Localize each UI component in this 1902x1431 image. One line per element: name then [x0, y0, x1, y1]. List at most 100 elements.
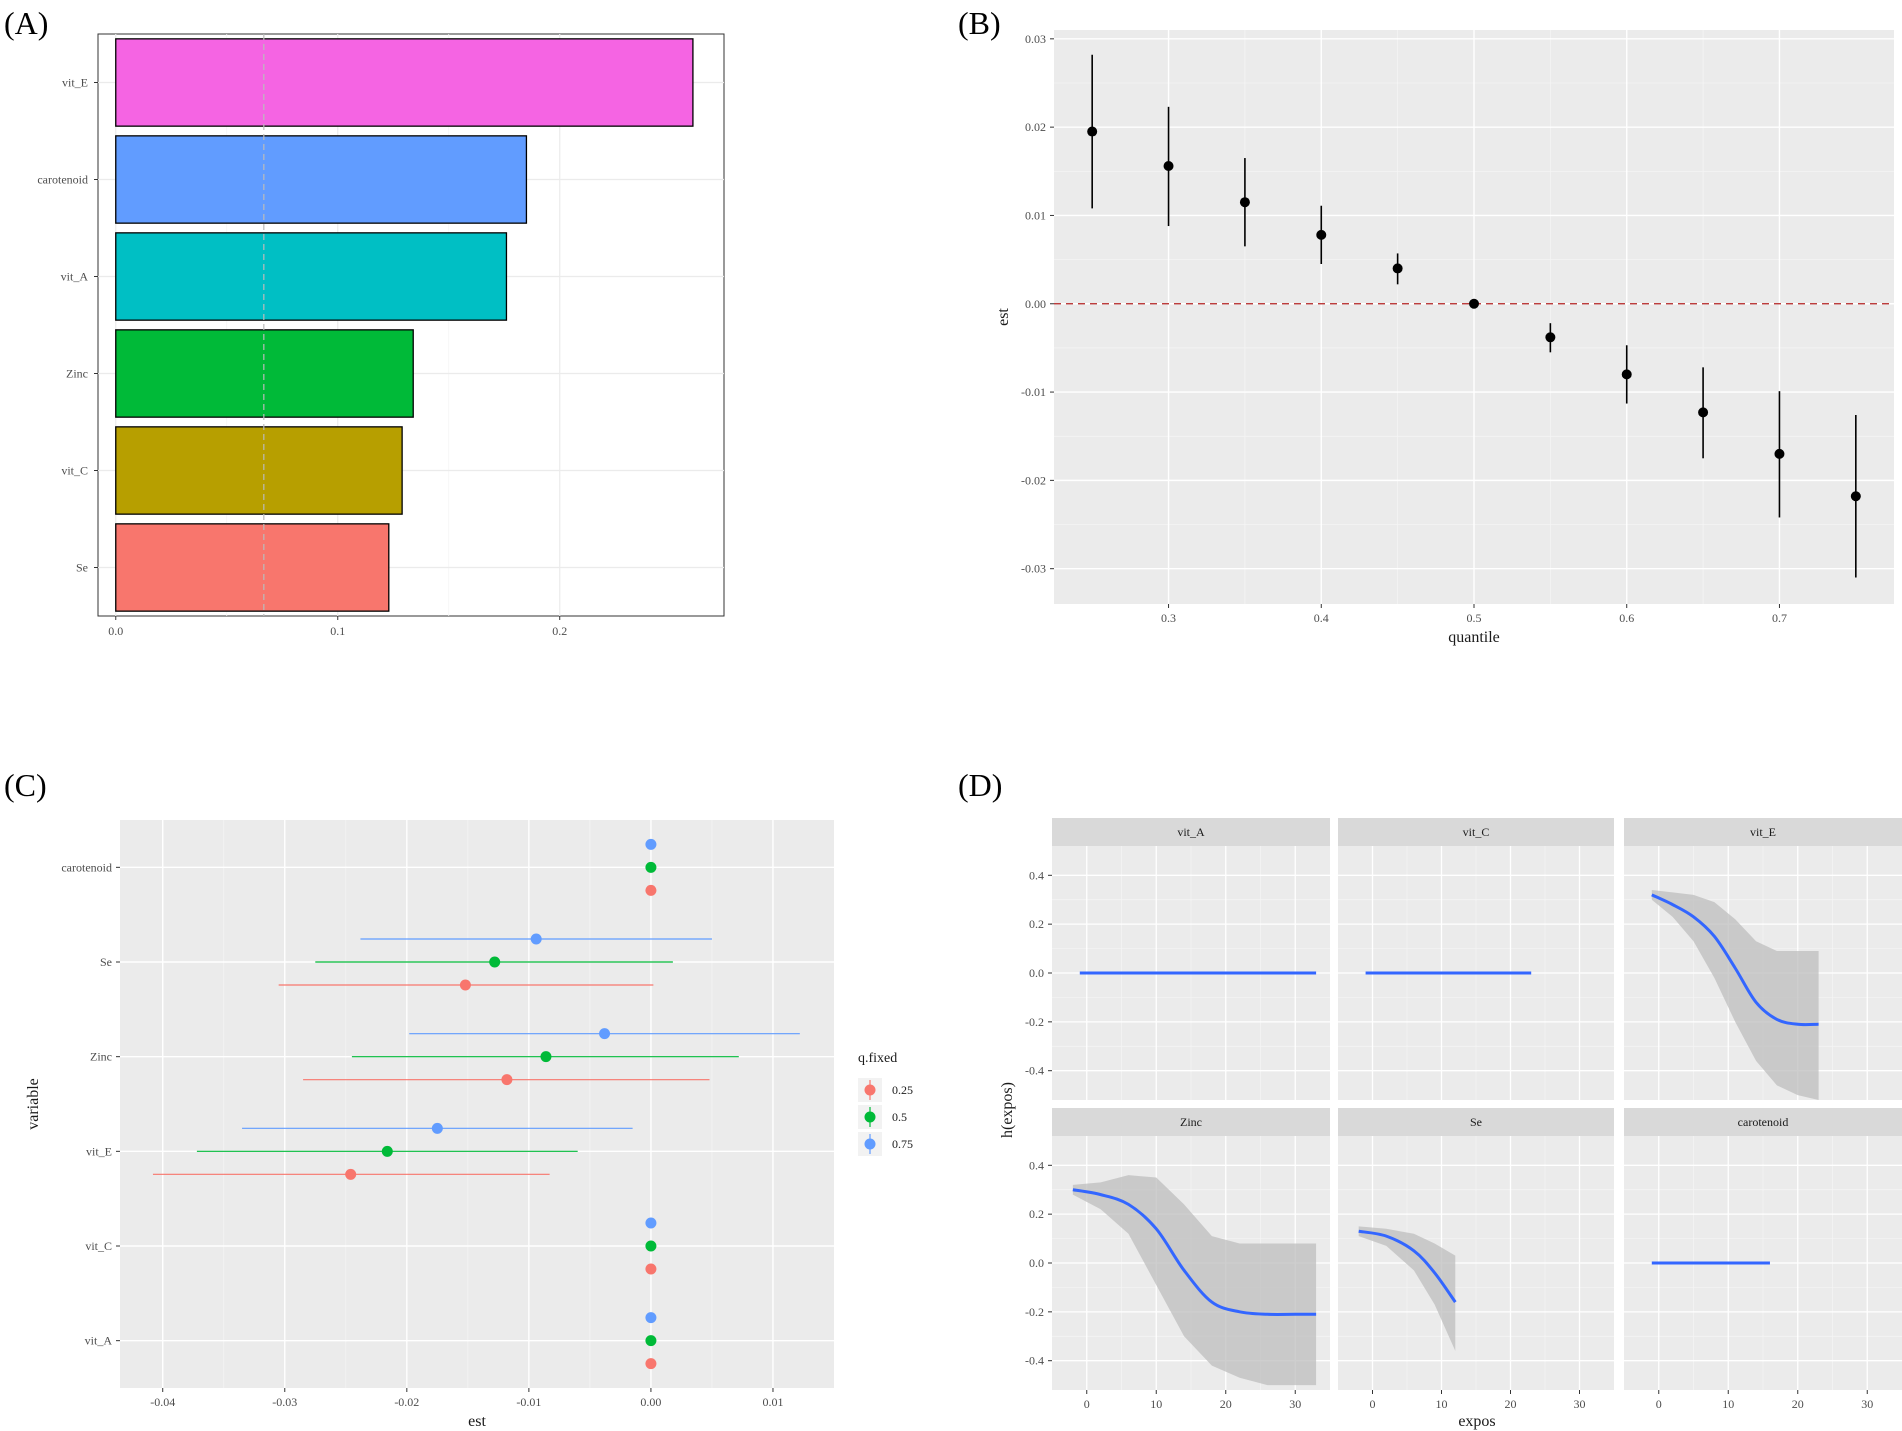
panel-c-point — [501, 1074, 513, 1086]
panel-b-y-tick-label: -0.03 — [1021, 562, 1046, 576]
facet-x-tick-label: 0 — [1370, 1397, 1376, 1411]
panel-a-x-tick-label: 0.1 — [330, 624, 345, 638]
panel-b-point — [1087, 126, 1098, 137]
panel-b-x-tick-label: 0.5 — [1467, 611, 1482, 625]
panel-c-x-tick-label: 0.01 — [762, 1395, 783, 1409]
panel-c-point — [540, 1051, 552, 1063]
bar-Zinc — [115, 329, 414, 418]
panel-c-x-tick-label: -0.01 — [516, 1395, 541, 1409]
facet-x-tick-label: 20 — [1220, 1397, 1232, 1411]
facet-strip — [1338, 1108, 1614, 1136]
facet-y-tick-label: 0.0 — [1029, 966, 1044, 980]
panel-b-y-tick-label: 0.03 — [1025, 32, 1046, 46]
facet-y-tick-label: -0.2 — [1025, 1015, 1044, 1029]
panel-b-point — [1774, 448, 1785, 459]
facet-fit-line — [1072, 1188, 1317, 1316]
panel-c-category-label: vit_A — [85, 1334, 113, 1348]
panel-d-y-axis-title: h(expos) — [999, 1082, 1016, 1138]
panel-b-point — [1239, 197, 1250, 208]
panel-c-legend-label: 0.25 — [892, 1083, 913, 1097]
panel-c-point — [345, 1168, 357, 1180]
panel-a-background — [97, 33, 725, 617]
panel-b-point — [1316, 229, 1327, 240]
panel-c-y-axis-title: variable — [25, 1078, 42, 1130]
facet-x-tick-label: 20 — [1792, 1397, 1804, 1411]
panel-label-c: (C) — [4, 767, 47, 803]
facet-confidence-ribbon — [1651, 889, 1819, 1100]
panel-c-point — [645, 884, 657, 896]
panel-c-forest-plot: -0.04 -0.03 -0.02 -0.01 0.00 0.01 carotenoid Se… — [25, 820, 913, 1430]
panel-b-quantile-plot: -0.03 -0.02 -0.01 0.00 0.01 0.02 0.03 0.3 0.4 0.5… — [995, 30, 1894, 646]
panel-b-x-tick-label: 0.7 — [1772, 611, 1787, 625]
facet-y-tick-label: 0.4 — [1029, 868, 1044, 882]
facet-x-tick-label: 20 — [1505, 1397, 1517, 1411]
panel-c-background — [120, 820, 834, 1388]
panel-a-category-label: vit_C — [61, 464, 88, 478]
panel-b-y-tick-label: 0.01 — [1025, 208, 1046, 222]
panel-c-category-label: Se — [100, 955, 112, 969]
panel-label-a: (A) — [4, 5, 48, 41]
panel-c-x-tick-label: -0.02 — [394, 1395, 419, 1409]
facet-strip — [1624, 818, 1902, 846]
facet-fit-line — [1651, 893, 1819, 1027]
facet-y-tick-label: 0.2 — [1029, 917, 1044, 931]
panel-b-x-tick-label: 0.4 — [1314, 611, 1329, 625]
panel-b-point — [1469, 298, 1479, 309]
panel-c-legend-point — [864, 1111, 876, 1123]
facet-x-tick-label: 10 — [1722, 1397, 1734, 1411]
facet-x-tick-label: 10 — [1436, 1397, 1448, 1411]
panel-c-point — [645, 861, 657, 873]
panel-b-point — [1545, 332, 1556, 343]
panel-c-x-tick-label: 0.00 — [640, 1395, 661, 1409]
panel-b-y-tick-label: 0.00 — [1025, 297, 1046, 311]
panel-label-b: (B) — [958, 5, 1001, 41]
facet-strip — [1624, 1108, 1902, 1136]
facet-strip-label: vit_A — [1177, 825, 1205, 839]
panel-b-x-tick-label: 0.6 — [1619, 611, 1634, 625]
panel-b-x-axis-title: quantile — [1448, 629, 1500, 646]
panel-c-legend-label: 0.75 — [892, 1137, 913, 1151]
bar-carotenoid — [115, 135, 528, 224]
panel-b-point — [1850, 491, 1861, 502]
facet-strip-label: vit_E — [1750, 825, 1776, 839]
panel-c-x-tick-label: -0.03 — [272, 1395, 297, 1409]
panel-c-point — [489, 956, 501, 968]
panel-c-legend-title: q.fixed — [858, 1051, 897, 1066]
facet-y-tick-label: -0.4 — [1025, 1354, 1044, 1368]
panel-c-legend-point — [864, 1084, 876, 1096]
facet-strip-label: carotenoid — [1738, 1115, 1789, 1129]
facet-strip-label: vit_C — [1463, 825, 1490, 839]
panel-c-point — [431, 1122, 443, 1134]
facet-confidence-ribbon — [1358, 1226, 1456, 1351]
facet-strip-label: Se — [1470, 1115, 1482, 1129]
panel-c-point — [459, 979, 471, 991]
panel-c-point — [645, 1358, 657, 1370]
panel-c-point — [645, 1335, 657, 1347]
panel-c-point — [645, 1312, 657, 1324]
panel-c-category-label: carotenoid — [61, 860, 112, 874]
facet-strip — [1338, 818, 1614, 846]
panel-c-point — [645, 1240, 657, 1252]
panel-a-category-label: vit_A — [61, 270, 89, 284]
facet-y-tick-label: -0.4 — [1025, 1064, 1044, 1078]
panel-c-point — [645, 1217, 657, 1229]
panel-c-point — [530, 933, 542, 945]
panel-b-y-tick-label: -0.02 — [1021, 473, 1046, 487]
facet-x-tick-label: 30 — [1289, 1397, 1301, 1411]
panel-b-point — [1163, 160, 1174, 171]
panel-b-point — [1392, 263, 1403, 274]
panel-a-category-label: Se — [76, 561, 88, 575]
panel-a-category-label: vit_E — [62, 76, 88, 90]
facet-y-tick-label: -0.2 — [1025, 1305, 1044, 1319]
panel-c-x-axis-title: est — [468, 1413, 486, 1430]
panel-a-category-label: Zinc — [66, 367, 88, 381]
facet-x-tick-label: 0 — [1084, 1397, 1090, 1411]
panel-a-x-tick-label: 0.2 — [552, 624, 567, 638]
bar-Se — [115, 523, 390, 612]
panel-d-facet-plot: vit_A -0.4 -0.2 0.0 0.2 0.4 vit_C vit_E Zinc -0.4… — [999, 818, 1902, 1430]
panel-c-point — [645, 838, 657, 850]
facet-y-tick-label: 0.0 — [1029, 1256, 1044, 1270]
bar-vit_A — [115, 232, 508, 321]
panel-c-category-label: vit_C — [85, 1239, 112, 1253]
